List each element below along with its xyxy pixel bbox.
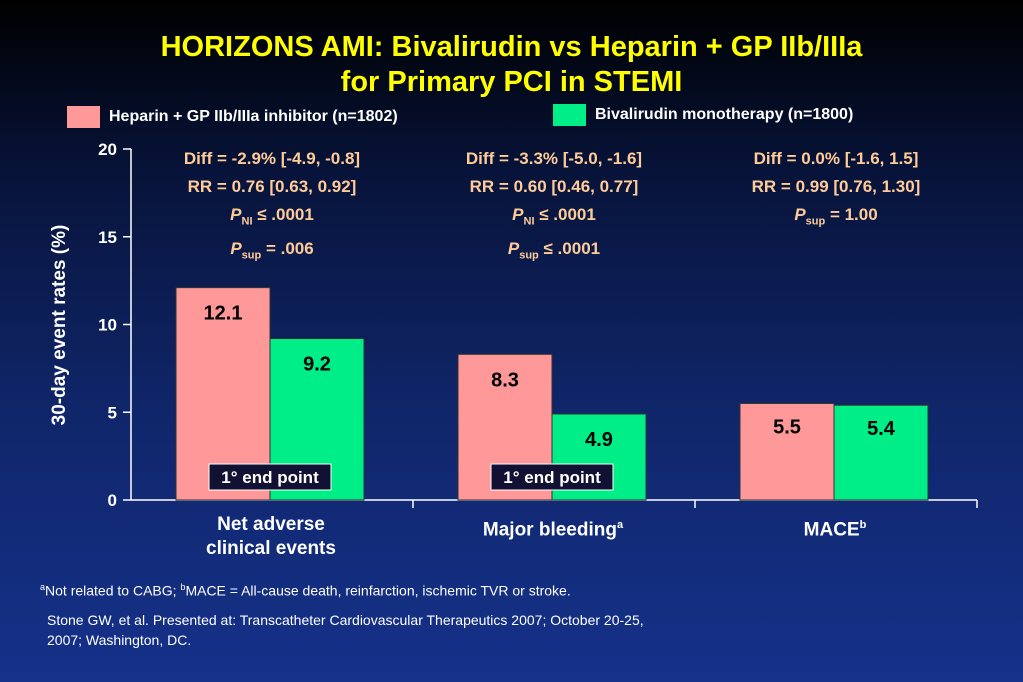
end-point-label: 1° end point bbox=[503, 468, 601, 487]
legend-label-bivalirudin: Bivalirudin monotherapy (n=1800) bbox=[595, 106, 854, 123]
stats-block-3: Diff = 0.0% [-1.6, 1.5] RR = 0.99 [0.76,… bbox=[696, 145, 976, 235]
bar-heparin bbox=[739, 402, 835, 501]
legend-swatch-heparin bbox=[67, 106, 100, 128]
stat-p-sup: Psup = .006 bbox=[230, 239, 314, 262]
bar-value-label: 4.9 bbox=[585, 429, 613, 451]
stat-diff: Diff = -3.3% [-5.0, -1.6] bbox=[465, 149, 643, 168]
stats-block-1: Diff = -2.9% [-4.9, -0.8] RR = 0.76 [0.6… bbox=[132, 145, 412, 270]
y-tick-label: 10 bbox=[98, 316, 117, 335]
chart-title: HORIZONS AMI: Bivalirudin vs Heparin + G… bbox=[0, 30, 1023, 100]
footnote-reference: Stone GW, et al. Presented at: Transcath… bbox=[47, 612, 644, 648]
category-label-nace: Net adverse clinical events bbox=[206, 514, 336, 559]
bar-value-label: 9.2 bbox=[303, 354, 331, 376]
stat-p-sup: Psup = 1.00 bbox=[794, 205, 878, 228]
stat-p-ni: PNI ≤ .0001 bbox=[512, 205, 596, 228]
stat-rr: RR = 0.76 [0.63, 0.92] bbox=[187, 177, 357, 196]
end-point-badge bbox=[490, 463, 614, 491]
end-point-badge bbox=[208, 463, 332, 491]
y-tick-label: 15 bbox=[98, 228, 117, 247]
stat-diff: Diff = 0.0% [-1.6, 1.5] bbox=[753, 149, 919, 168]
legend-item-bivalirudin: Bivalirudin monotherapy (n=1800) bbox=[553, 104, 853, 126]
stat-rr: RR = 0.60 [0.46, 0.77] bbox=[469, 177, 639, 196]
stats-block-2: Diff = -3.3% [-5.0, -1.6] RR = 0.60 [0.4… bbox=[414, 145, 694, 270]
end-point-label: 1° end point bbox=[221, 468, 319, 487]
y-axis-label: 30-day event rates (%) bbox=[49, 224, 70, 426]
stat-diff: Diff = -2.9% [-4.9, -0.8] bbox=[183, 149, 361, 168]
bar-value-label: 12.1 bbox=[204, 303, 243, 325]
y-tick-label: 5 bbox=[108, 403, 117, 422]
legend-item-heparin: Heparin + GP IIb/IIIa inhibitor (n=1802) bbox=[67, 106, 398, 128]
category-label-mace: MACEb bbox=[803, 519, 867, 541]
y-tick-label: 20 bbox=[98, 140, 117, 159]
bar-value-label: 5.5 bbox=[773, 416, 801, 438]
title-line-2: for Primary PCI in STEMI bbox=[340, 66, 683, 98]
stat-rr: RR = 0.99 [0.76, 1.30] bbox=[751, 177, 921, 196]
legend-label-heparin: Heparin + GP IIb/IIIa inhibitor (n=1802) bbox=[109, 108, 398, 125]
bar-value-label: 5.4 bbox=[867, 418, 896, 440]
footnote-definitions: aNot related to CABG; bMACE = All-cause … bbox=[40, 582, 571, 599]
y-tick-label: 0 bbox=[108, 491, 117, 510]
bar-bivalirudin bbox=[833, 404, 929, 501]
category-label-major-bleeding: Major bleedinga bbox=[482, 519, 624, 541]
stat-p-ni: PNI ≤ .0001 bbox=[230, 205, 314, 228]
bar-value-label: 8.3 bbox=[491, 369, 519, 391]
legend-swatch-bivalirudin bbox=[553, 104, 586, 126]
stat-p-sup: Psup ≤ .0001 bbox=[507, 239, 601, 262]
title-line-1: HORIZONS AMI: Bivalirudin vs Heparin + G… bbox=[160, 31, 863, 63]
